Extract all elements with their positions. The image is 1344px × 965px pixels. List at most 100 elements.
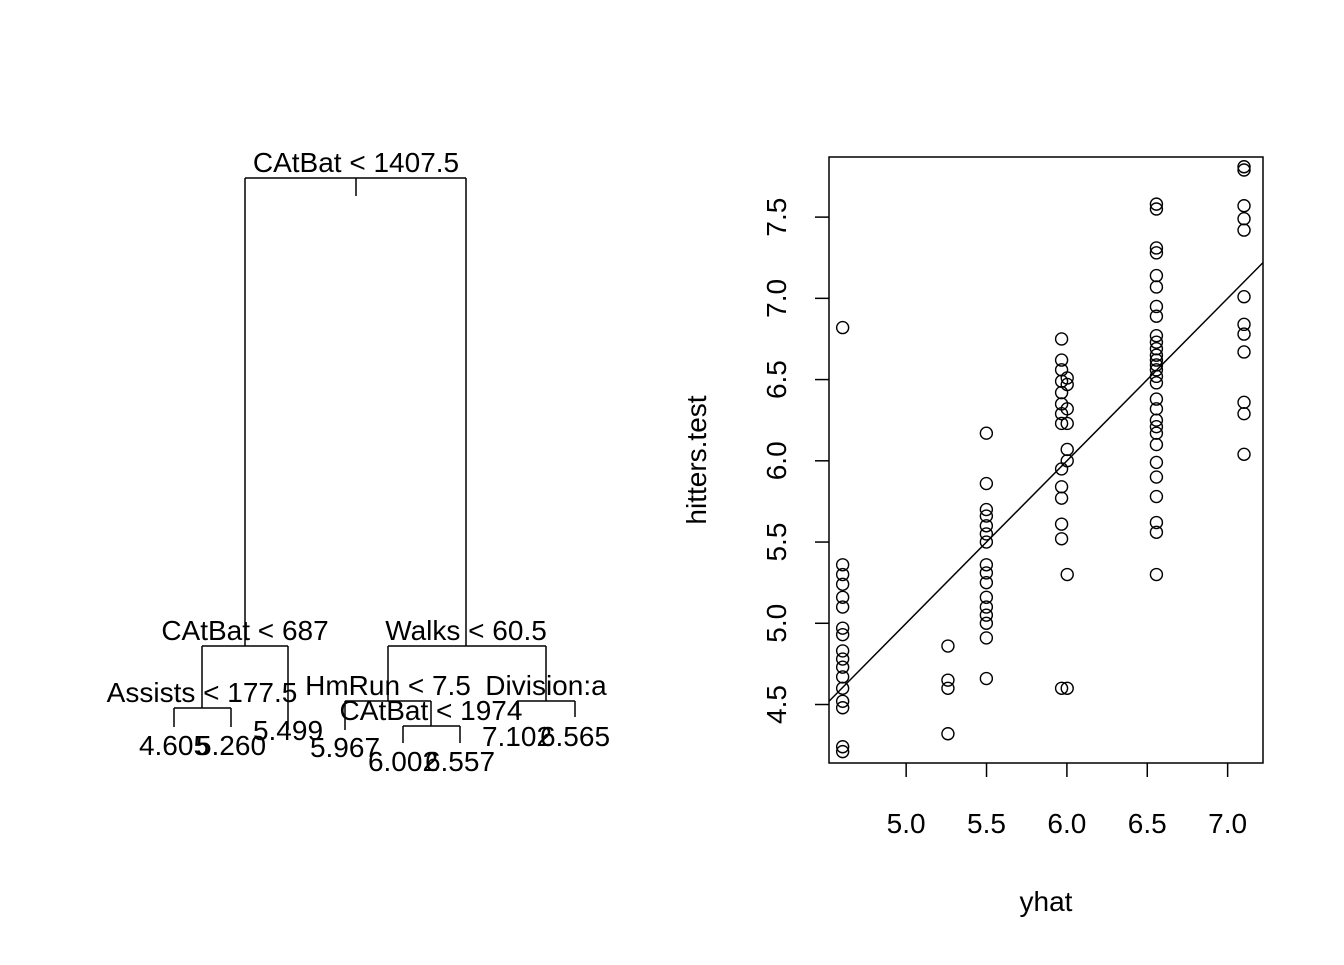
scatter-point (979, 616, 994, 630)
scatter-point (1149, 437, 1164, 452)
scatter-point (1060, 442, 1074, 457)
scatter-point (1149, 413, 1164, 427)
scatter-point (835, 567, 850, 582)
scatter-point (1149, 268, 1164, 283)
scatter-point (979, 527, 994, 541)
y-tick-label: 6.5 (761, 360, 792, 399)
x-axis-label: yhat (1020, 886, 1073, 917)
scatter-point (1149, 299, 1164, 314)
scatter-point (1237, 163, 1251, 177)
tree-leaf-label: 6.565 (540, 721, 610, 752)
scatter-point (941, 727, 955, 741)
scatter-point (1149, 470, 1164, 484)
y-tick-label: 7.5 (761, 198, 792, 237)
abline (829, 262, 1263, 702)
x-tick-label: 6.0 (1047, 808, 1086, 839)
scatter-point (979, 608, 994, 622)
scatter-point (1060, 377, 1074, 392)
scatter-point (835, 644, 850, 658)
scatter-point (1060, 371, 1074, 385)
scatter-point (1149, 419, 1164, 434)
scatter-point (835, 744, 850, 759)
tree-leaf-label: 5.967 (310, 732, 380, 763)
y-tick-label: 5.0 (761, 604, 792, 643)
scatter-point (1054, 462, 1069, 476)
scatter-point (835, 577, 850, 591)
tree-leaf-label: 5.260 (196, 730, 266, 761)
scatter-plot: 5.0 5.5 6.0 6.5 7.0 yhat 4.5 5.0 5.5 6.0 6.5 7.0 7.5… (681, 156, 1264, 917)
scatter-point (1149, 489, 1164, 504)
scatter-point (835, 320, 850, 335)
tree-split-label: CAtBat < 1974 (340, 695, 523, 726)
scatter-point (1149, 241, 1164, 255)
scatter-point (1054, 416, 1069, 431)
scatter-point (1237, 212, 1251, 226)
scatter-point (1237, 317, 1251, 332)
scatter-point (979, 519, 994, 533)
y-tick-label: 6.0 (761, 441, 792, 480)
y-tick-label: 4.5 (761, 685, 792, 724)
scatter-point (835, 590, 850, 604)
tree-labels: CAtBat < 1407.5 CAtBat < 687 Walks < 60.5 A… (107, 147, 610, 777)
scatter-point (835, 660, 850, 674)
scatter-point (835, 701, 850, 715)
scatter-point (941, 639, 955, 653)
y-axis: 4.5 5.0 5.5 6.0 6.5 7.0 7.5 hitters.test (681, 198, 829, 724)
tree-leaf-label: 4.605 (139, 730, 209, 761)
x-tick-label: 7.0 (1208, 808, 1247, 839)
scatter-point (1060, 567, 1074, 582)
tree-split-label: CAtBat < 687 (161, 615, 328, 646)
tree-split-label: HmRun < 7.5 (305, 670, 471, 701)
scatter-point (1149, 567, 1164, 582)
scatter-point (1237, 345, 1251, 359)
scatter-point (835, 652, 850, 666)
tree-leaf-label: 6.557 (425, 746, 495, 777)
scatter-point (1054, 480, 1069, 494)
scatter-point (1149, 335, 1164, 349)
scatter-point (1149, 369, 1164, 384)
x-tick-label: 5.5 (967, 808, 1006, 839)
y-tick-label: 5.5 (761, 523, 792, 562)
tree-split-label: Division:a (485, 670, 607, 701)
tree-leaf-label: 7.102 (482, 721, 552, 752)
scatter-point (1149, 363, 1164, 377)
scatter-point (1054, 353, 1069, 367)
scatter-point (1237, 406, 1251, 421)
scatter-point (1149, 280, 1164, 294)
scatter-point (979, 476, 994, 491)
scatter-point (1054, 517, 1069, 531)
scatter-point (835, 627, 850, 642)
scatter-point (1149, 348, 1164, 362)
scatter-point (979, 558, 994, 572)
scatter-point (1149, 202, 1164, 216)
scatter-point (979, 590, 994, 604)
scatter-point (1060, 416, 1074, 431)
scatter-point (835, 694, 850, 708)
scatter-point (979, 426, 994, 440)
tree-split-label: Walks < 60.5 (385, 615, 547, 646)
plot-frame (828, 156, 1264, 764)
y-axis-label: hitters.test (681, 395, 712, 524)
scatter-point (979, 671, 994, 686)
scatter-point (835, 740, 850, 754)
scatter-points (835, 160, 1251, 759)
scatter-point (941, 673, 955, 687)
scatter-point (835, 558, 850, 572)
scatter-point (1149, 329, 1164, 343)
scatter-point (835, 600, 850, 614)
scatter-point (1149, 525, 1164, 539)
scatter-point (1054, 491, 1069, 505)
scatter-point (1149, 309, 1164, 323)
scatter-point (1237, 223, 1251, 237)
scatter-point (1054, 532, 1069, 546)
scatter-point (979, 600, 994, 614)
tree-branches (173, 177, 576, 743)
x-tick-label: 5.0 (887, 808, 926, 839)
x-axis: 5.0 5.5 6.0 6.5 7.0 yhat (887, 763, 1247, 917)
tree-leaf-label: 5.499 (253, 715, 323, 746)
scatter-point (1149, 197, 1164, 211)
y-tick-label: 7.0 (761, 279, 792, 318)
scatter-point (979, 575, 994, 590)
scatter-point (1237, 160, 1251, 174)
